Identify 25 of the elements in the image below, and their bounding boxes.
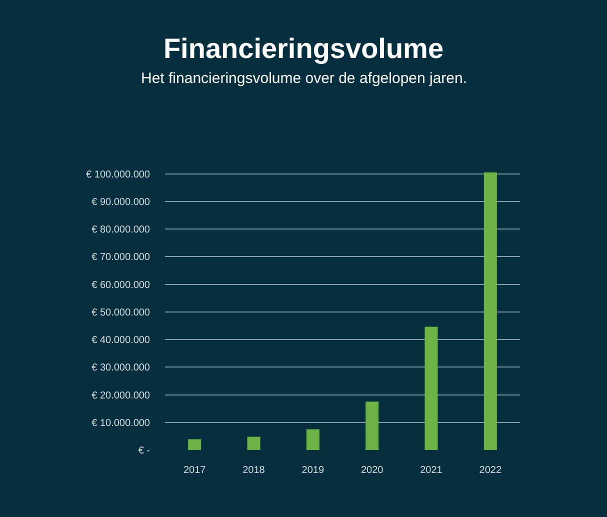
bar: [247, 436, 260, 450]
y-tick-label: € 100.000.000: [86, 169, 150, 180]
x-tick-label: 2019: [302, 465, 324, 476]
x-tick-label: 2017: [183, 465, 206, 476]
chart-subtitle: Het financieringsvolume over de afgelopen jaren.: [141, 70, 468, 87]
bar: [306, 429, 320, 450]
y-tick-label: € 60.000.000: [92, 280, 150, 291]
y-tick-label: € 90.000.000: [92, 196, 150, 208]
x-tick-label: 2021: [420, 465, 443, 476]
x-tick-label: 2022: [479, 465, 502, 476]
x-tick-label: 2020: [360, 465, 384, 476]
y-tick-label: € 20.000.000: [92, 390, 150, 402]
bar: [424, 326, 438, 450]
chart-title: Financieringsvolume: [163, 32, 444, 64]
y-tick-label: € -: [138, 446, 150, 456]
y-tick-label: € 30.000.000: [92, 362, 150, 374]
y-tick-label: € 10.000.000: [92, 418, 150, 429]
y-tick-label: € 80.000.000: [92, 224, 150, 236]
bar: [188, 439, 202, 450]
bar: [366, 402, 379, 450]
y-tick-label: € 40.000.000: [92, 335, 150, 346]
bar: [484, 172, 497, 450]
y-tick-label: € 50.000.000: [92, 307, 150, 318]
y-tick-label: € 70.000.000: [92, 252, 150, 264]
x-tick-label: 2018: [242, 465, 266, 476]
